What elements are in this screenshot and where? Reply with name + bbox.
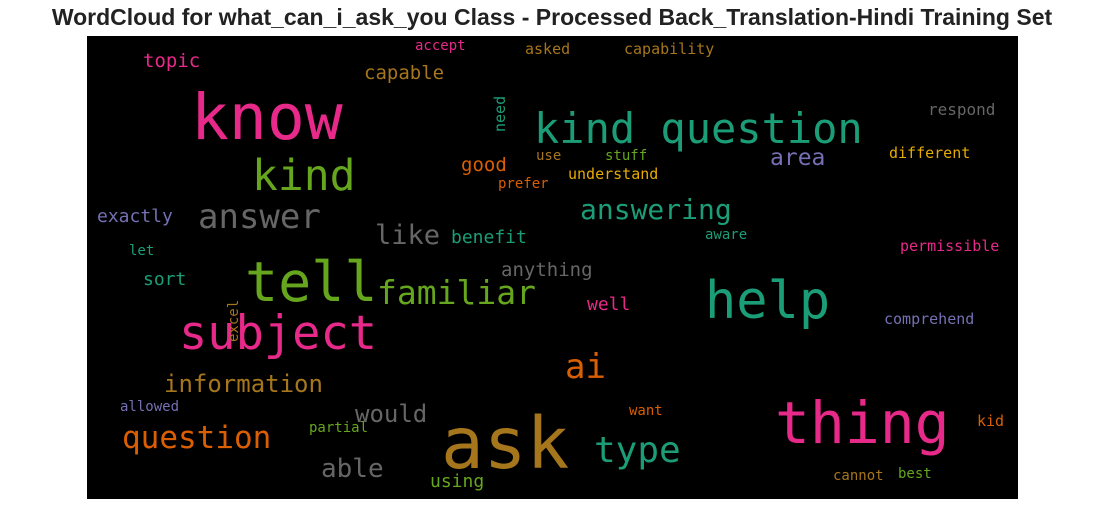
word: tell bbox=[245, 250, 378, 314]
word: excel bbox=[226, 300, 242, 343]
word: capability bbox=[624, 40, 715, 58]
word: partial bbox=[309, 420, 369, 436]
word: understand bbox=[568, 165, 659, 183]
word: kid bbox=[977, 412, 1005, 430]
word: thing bbox=[775, 389, 950, 457]
word: using bbox=[430, 471, 485, 492]
word: exactly bbox=[97, 206, 173, 227]
word: allowed bbox=[120, 399, 180, 415]
word: like bbox=[375, 220, 441, 251]
word: cannot bbox=[833, 468, 884, 484]
word: good bbox=[461, 154, 507, 176]
word: best bbox=[898, 466, 932, 482]
word: different bbox=[889, 144, 971, 162]
word: prefer bbox=[498, 176, 549, 192]
word-cloud-canvas: ask know thing help kind question tell s… bbox=[87, 36, 1018, 499]
word: sort bbox=[143, 269, 187, 290]
word: question bbox=[122, 420, 272, 456]
word: help bbox=[705, 271, 831, 331]
word: benefit bbox=[451, 227, 527, 248]
word: answering bbox=[580, 193, 732, 226]
word: anything bbox=[501, 259, 593, 281]
word: ask bbox=[441, 402, 570, 485]
word: kind bbox=[252, 151, 356, 201]
word: topic bbox=[143, 50, 201, 72]
word: comprehend bbox=[884, 310, 975, 328]
word: asked bbox=[525, 40, 571, 58]
word: need bbox=[491, 96, 509, 133]
word: use bbox=[536, 148, 562, 164]
word: area bbox=[770, 145, 826, 171]
word: capable bbox=[364, 62, 445, 84]
word: well bbox=[587, 294, 631, 315]
word: information bbox=[164, 370, 323, 398]
word: would bbox=[355, 400, 428, 428]
word: answer bbox=[198, 197, 321, 237]
word: familiar bbox=[377, 273, 536, 312]
word: kind question bbox=[534, 104, 863, 153]
figure-title: WordCloud for what_can_i_ask_you Class -… bbox=[51, 4, 1053, 30]
word: stuff bbox=[605, 148, 648, 164]
word: type bbox=[594, 430, 681, 471]
word: accept bbox=[415, 38, 466, 54]
word: permissible bbox=[900, 237, 1000, 255]
word: subject bbox=[179, 306, 378, 361]
word: ai bbox=[565, 347, 606, 387]
word: let bbox=[129, 243, 155, 259]
word: aware bbox=[705, 227, 748, 243]
word: respond bbox=[928, 100, 996, 119]
word: want bbox=[629, 403, 663, 419]
word: able bbox=[321, 454, 384, 484]
word: know bbox=[191, 81, 343, 154]
